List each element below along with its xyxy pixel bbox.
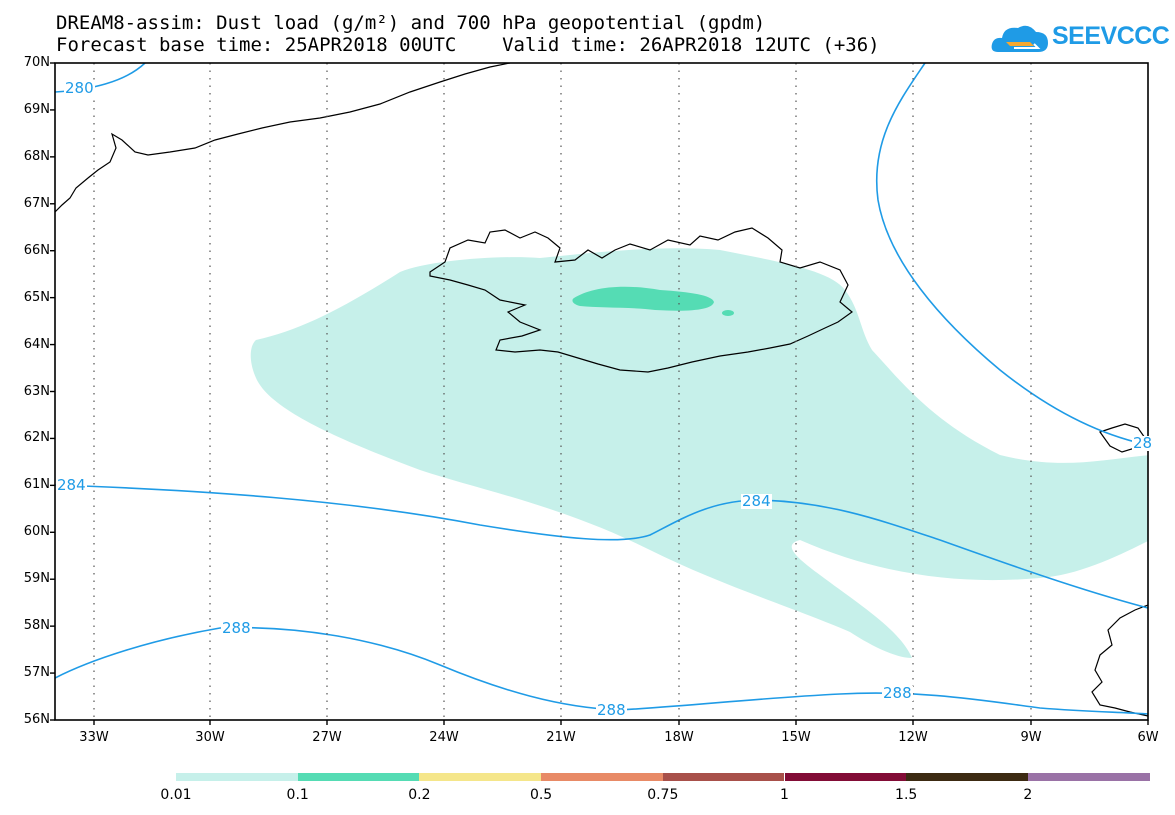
lon-label: 33W	[79, 730, 109, 745]
colorbar-swatch	[297, 773, 420, 781]
lat-label: 65N	[23, 289, 50, 305]
scotland-coastline	[1091, 604, 1148, 717]
colorbar-label: 1.5	[895, 787, 918, 803]
colorbar-swatch	[176, 773, 298, 781]
lat-label: 57N	[23, 665, 50, 681]
dust-region-medium	[572, 286, 714, 311]
dust-spot	[722, 310, 734, 316]
lat-label: 70N	[23, 55, 50, 70]
iceland-coastline	[429, 227, 853, 373]
colorbar-label: 0.1	[286, 787, 309, 803]
lat-label: 68N	[23, 148, 50, 164]
colorbar-label: 0.75	[647, 787, 679, 803]
lat-label: 69N	[23, 101, 50, 117]
map-subtitle: Forecast base time: 25APR2018 00UTC Vali…	[56, 34, 880, 56]
colorbar-label: 0.5	[529, 787, 553, 803]
colorbar-label: 0.2	[408, 787, 431, 803]
colorbar-swatch	[419, 773, 542, 781]
contour-284	[55, 484, 1148, 609]
lat-label: 56N	[23, 712, 50, 727]
lat-label: 60N	[23, 524, 50, 540]
lon-label: 24W	[429, 730, 459, 745]
lat-label: 58N	[23, 618, 50, 634]
dust-region-light	[250, 248, 1148, 658]
lat-label: 61N	[23, 477, 50, 493]
contour-label-284-east: 284	[741, 492, 772, 510]
contour-label-280-edge: 28	[1132, 434, 1154, 452]
logo-text: SEEVCCC	[1052, 22, 1170, 50]
lon-label: 12W	[898, 730, 928, 745]
lon-label: 30W	[195, 730, 225, 745]
colorbar-swatch	[541, 773, 663, 781]
colorbar-swatch	[662, 773, 785, 781]
lon-label: 18W	[664, 730, 694, 745]
colorbar-swatch	[906, 773, 1028, 781]
lat-label: 63N	[23, 383, 50, 399]
colorbar-label: 0.01	[160, 787, 192, 803]
axis-ticks	[50, 62, 1149, 725]
contour-label-288-west: 288	[221, 619, 252, 637]
lat-label: 59N	[23, 571, 50, 587]
lon-label: 27W	[312, 730, 342, 745]
contour-label-284-west: 284	[56, 476, 87, 494]
colorbar-swatch	[1027, 773, 1150, 781]
lat-label: 67N	[23, 195, 50, 211]
lon-label: 9W	[1020, 730, 1042, 745]
colorbar-label: 1	[780, 787, 789, 803]
cloud-icon	[991, 25, 1048, 52]
graticule	[93, 63, 1032, 720]
contour-label-288-mid: 288	[596, 701, 627, 719]
lat-label: 62N	[23, 430, 50, 446]
lat-label: 64N	[23, 336, 50, 352]
contour-280-east	[876, 63, 1148, 446]
lon-label: 21W	[546, 730, 576, 745]
greenland-coastline	[55, 63, 511, 213]
lon-label: 15W	[781, 730, 811, 745]
colorbar-swatch	[784, 773, 907, 781]
contour-label-288-east: 288	[882, 684, 913, 702]
lat-label: 66N	[23, 242, 50, 258]
lon-label: 6W	[1137, 730, 1159, 745]
map-title: DREAM8-assim: Dust load (g/m²) and 700 h…	[56, 12, 766, 34]
colorbar-label: 2	[1023, 787, 1033, 803]
contour-label-280: 280	[64, 79, 95, 97]
